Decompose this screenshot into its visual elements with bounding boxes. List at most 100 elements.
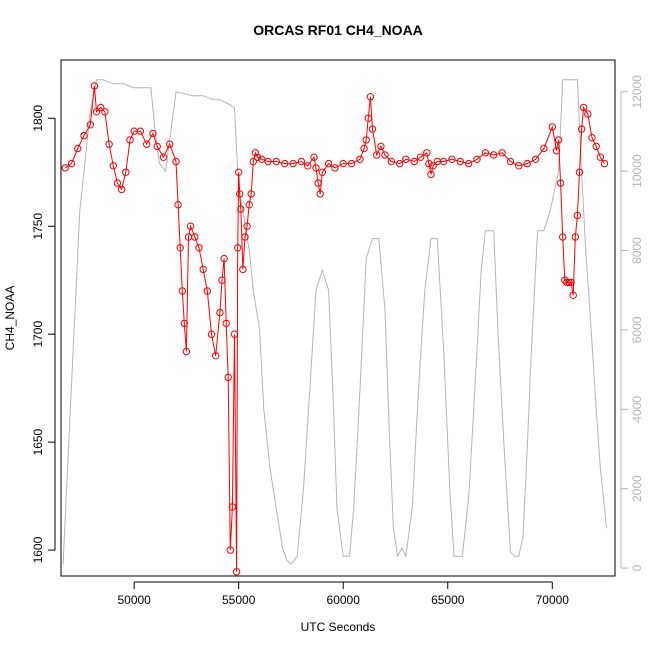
ch4-point <box>178 287 187 295</box>
ch4-point <box>600 159 609 168</box>
ch4-point <box>74 144 82 153</box>
ch4-point <box>220 254 228 263</box>
ch4-point <box>61 164 69 172</box>
ch4-point <box>548 123 556 131</box>
ch4-point <box>109 162 118 170</box>
ch4-point <box>253 153 262 161</box>
ch4-point <box>80 131 88 140</box>
x-axis: 50000 55000 60000 65000 70000 <box>117 581 570 607</box>
ch4-point <box>310 153 318 161</box>
ch4-point <box>159 153 168 161</box>
ch4-point <box>552 147 561 155</box>
y2-tick-label: 2000 <box>630 475 644 502</box>
ch4-point <box>218 276 226 284</box>
ch4-point <box>429 162 437 170</box>
y-tick-label: 1600 <box>31 536 45 563</box>
ch4-point <box>272 157 280 166</box>
ch4-point <box>381 151 389 159</box>
ch4-point <box>396 159 404 168</box>
ch4-point <box>324 159 333 168</box>
ch4-point <box>316 190 324 198</box>
ch4-point <box>523 159 531 168</box>
y-tick-label: 1650 <box>31 428 45 455</box>
ch4-point <box>427 170 435 179</box>
ch4-point <box>92 108 101 116</box>
ch4-point <box>222 319 230 328</box>
ch4-point <box>174 201 182 209</box>
ch4-point <box>364 114 372 123</box>
ch4-point <box>258 155 266 164</box>
ch4-point <box>565 278 573 287</box>
ch4-point <box>224 373 232 382</box>
chart-title: ORCAS RF01 CH4_NOAA <box>253 22 423 38</box>
ch4-point <box>86 121 95 129</box>
ch4-point <box>439 157 448 166</box>
ch4-point <box>216 308 224 317</box>
y-tick-label: 1800 <box>31 105 45 132</box>
ch4-point <box>356 155 364 164</box>
ch4-point <box>226 546 235 554</box>
y2-axis: 0 2000 4000 6000 8000 10000 12000 <box>620 75 644 571</box>
ch4-point <box>448 155 456 164</box>
ch4-point <box>117 185 126 194</box>
ch4-point <box>199 265 207 274</box>
ch4-point <box>239 265 247 274</box>
ch4-point <box>172 157 180 166</box>
ch4-point <box>373 151 381 159</box>
ch4-point <box>456 157 464 166</box>
ch4-point <box>588 134 596 142</box>
ch4-point <box>136 127 145 135</box>
ch4-point <box>228 503 237 511</box>
ch4-point <box>577 125 586 133</box>
ch4-point <box>366 93 375 101</box>
ch4-point <box>241 233 249 241</box>
ch4-point <box>234 244 242 252</box>
y2-tick-label: 6000 <box>630 316 644 343</box>
ch4-point <box>465 159 473 168</box>
x-tick-label: 70000 <box>536 593 570 607</box>
ch4-point <box>101 108 109 116</box>
ch4-point <box>481 149 490 157</box>
ch4-point <box>143 140 151 148</box>
ch4-point <box>312 164 320 172</box>
x-axis-label: UTC Seconds <box>301 620 376 634</box>
ch4-point <box>506 157 515 166</box>
ch4-point <box>236 190 244 198</box>
ch4-point <box>575 168 584 177</box>
ch4-point <box>289 159 297 168</box>
ch4-point <box>67 159 76 168</box>
ch4-point <box>149 129 157 138</box>
ch4-point <box>203 287 212 295</box>
ch4-point <box>249 157 258 166</box>
ch4-point <box>182 347 191 356</box>
ch4-point <box>423 149 431 157</box>
ch4-point <box>297 157 306 166</box>
ch4-point <box>416 153 425 161</box>
altitude-line <box>62 79 608 565</box>
ch4-point <box>191 233 199 241</box>
ch4-line <box>64 85 605 572</box>
y-axis: 1600 1650 1700 1750 1800 <box>31 105 56 563</box>
ch4-point <box>561 276 569 284</box>
ch4-point <box>331 164 339 172</box>
y2-tick-label: 4000 <box>630 396 644 423</box>
ch4-point <box>281 159 289 168</box>
ch4-point <box>304 162 312 170</box>
ch4-point <box>540 144 548 153</box>
ch4-point <box>105 140 113 148</box>
altitude-series <box>62 79 608 565</box>
ch4-point <box>230 330 239 338</box>
ch4-point <box>126 136 134 144</box>
ch4-point <box>251 149 260 157</box>
ch4-point <box>347 159 356 168</box>
ch4-point <box>212 352 220 360</box>
ch4-point <box>232 568 241 576</box>
x-tick-label: 55000 <box>222 593 256 607</box>
ch4-point <box>247 190 255 198</box>
ch4-series <box>61 82 609 576</box>
ch4-point <box>425 159 433 168</box>
ch4-point <box>410 157 418 166</box>
y2-tick-label: 12000 <box>630 75 644 109</box>
x-tick-label: 65000 <box>431 593 465 607</box>
